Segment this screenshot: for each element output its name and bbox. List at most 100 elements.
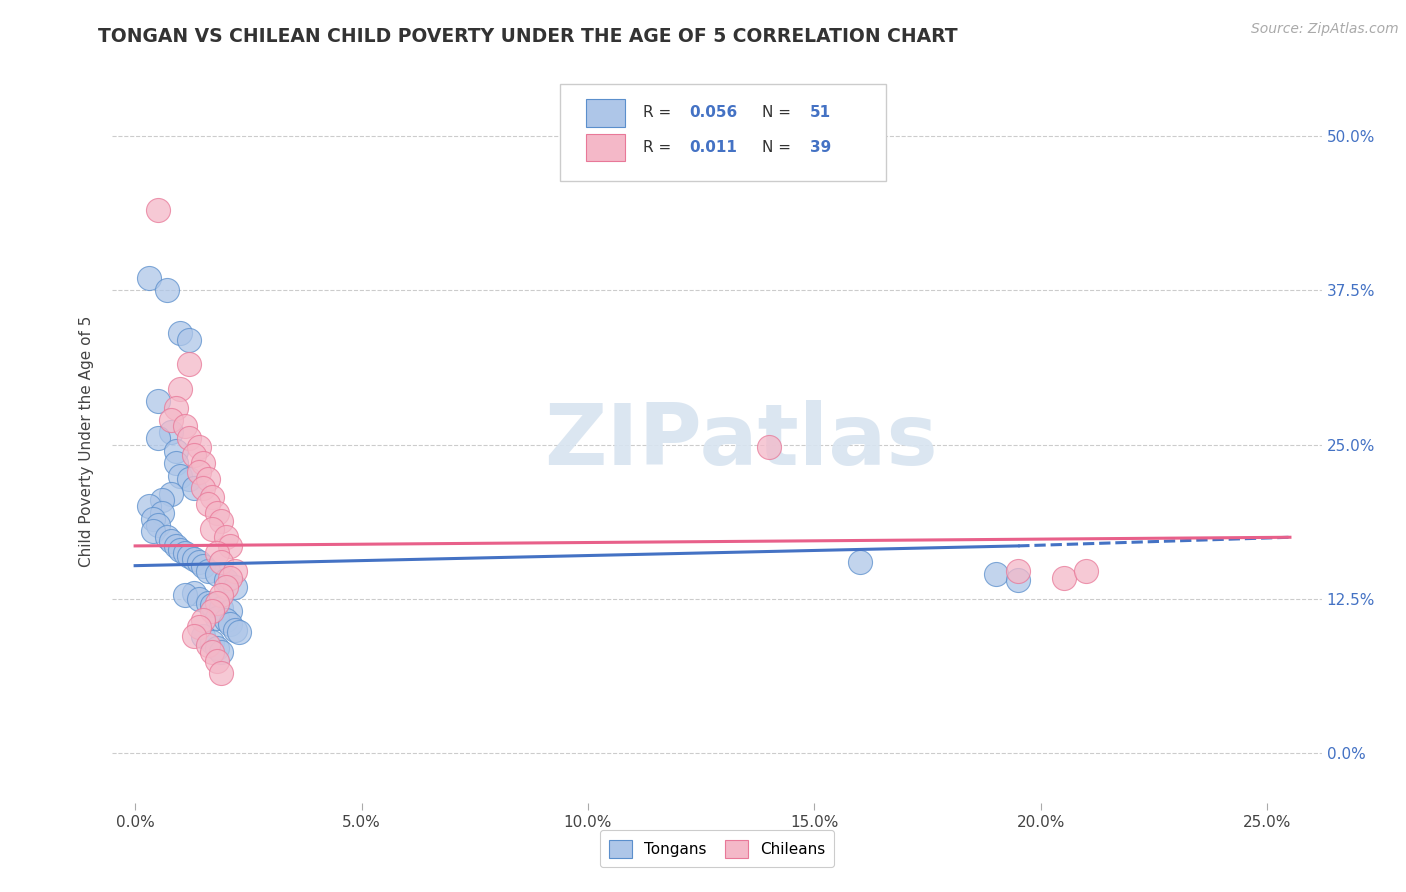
FancyBboxPatch shape xyxy=(586,134,626,161)
Point xyxy=(169,542,191,557)
Point xyxy=(197,638,219,652)
Point xyxy=(209,666,232,681)
Point xyxy=(219,604,242,618)
Text: R =: R = xyxy=(644,140,676,155)
Point xyxy=(219,571,242,585)
Point xyxy=(174,419,197,434)
Text: 39: 39 xyxy=(810,140,831,155)
Point xyxy=(165,401,187,415)
Point xyxy=(183,586,205,600)
Point xyxy=(191,558,214,573)
Point xyxy=(209,645,232,659)
Point xyxy=(201,604,224,618)
Point xyxy=(187,555,209,569)
Point xyxy=(183,552,205,566)
Point xyxy=(160,487,183,501)
Point xyxy=(205,596,228,610)
Point xyxy=(848,555,870,569)
Point xyxy=(146,394,169,409)
Point xyxy=(138,271,160,285)
Point xyxy=(191,481,214,495)
Point xyxy=(156,530,179,544)
Point xyxy=(165,443,187,458)
Point xyxy=(215,530,238,544)
Text: N =: N = xyxy=(762,140,796,155)
Point xyxy=(150,506,173,520)
Point xyxy=(228,625,250,640)
Point xyxy=(191,613,214,627)
Point xyxy=(169,468,191,483)
Point xyxy=(169,326,191,341)
Point xyxy=(201,490,224,504)
Text: 0.056: 0.056 xyxy=(689,105,738,120)
Point xyxy=(209,555,232,569)
Point xyxy=(179,549,201,563)
Point xyxy=(984,567,1007,582)
Point xyxy=(224,623,246,637)
Point xyxy=(1076,564,1098,578)
Point xyxy=(224,580,246,594)
Point xyxy=(209,514,232,528)
Point xyxy=(183,448,205,462)
Point xyxy=(215,613,238,627)
Point xyxy=(201,598,224,612)
Text: N =: N = xyxy=(762,105,796,120)
Point xyxy=(205,567,228,582)
Point xyxy=(165,539,187,553)
Point xyxy=(1007,564,1029,578)
Point xyxy=(205,546,228,560)
Point xyxy=(179,472,201,486)
Point xyxy=(156,283,179,297)
Point xyxy=(209,588,232,602)
FancyBboxPatch shape xyxy=(586,99,626,127)
Point xyxy=(146,517,169,532)
Point xyxy=(174,546,197,560)
Point xyxy=(197,564,219,578)
Text: 51: 51 xyxy=(810,105,831,120)
Text: TONGAN VS CHILEAN CHILD POVERTY UNDER THE AGE OF 5 CORRELATION CHART: TONGAN VS CHILEAN CHILD POVERTY UNDER TH… xyxy=(98,27,957,45)
Legend: Tongans, Chileans: Tongans, Chileans xyxy=(600,830,834,867)
Point xyxy=(205,654,228,668)
Point xyxy=(191,456,214,470)
Point xyxy=(179,432,201,446)
Y-axis label: Child Poverty Under the Age of 5: Child Poverty Under the Age of 5 xyxy=(79,316,94,567)
Point xyxy=(160,413,183,427)
Point xyxy=(174,588,197,602)
Point xyxy=(215,574,238,588)
Point xyxy=(191,629,214,643)
Point xyxy=(183,629,205,643)
Point xyxy=(197,472,219,486)
Point xyxy=(146,432,169,446)
Point xyxy=(205,641,228,656)
Point xyxy=(146,202,169,217)
Text: ZIPatlas: ZIPatlas xyxy=(544,400,938,483)
Point xyxy=(187,440,209,454)
Text: R =: R = xyxy=(644,105,676,120)
Point xyxy=(187,465,209,479)
Point xyxy=(197,596,219,610)
Point xyxy=(224,564,246,578)
Point xyxy=(183,481,205,495)
Point xyxy=(179,333,201,347)
Text: 0.011: 0.011 xyxy=(689,140,737,155)
Point xyxy=(160,533,183,548)
Point xyxy=(1007,574,1029,588)
Text: Source: ZipAtlas.com: Source: ZipAtlas.com xyxy=(1251,22,1399,37)
Point xyxy=(1052,571,1074,585)
Point xyxy=(205,610,228,624)
Point xyxy=(169,382,191,396)
Point xyxy=(201,522,224,536)
Point xyxy=(215,580,238,594)
Point xyxy=(187,620,209,634)
Point xyxy=(142,524,165,538)
Point xyxy=(197,497,219,511)
Point xyxy=(201,635,224,649)
Point xyxy=(165,456,187,470)
Point xyxy=(209,600,232,615)
Point xyxy=(219,616,242,631)
Point xyxy=(179,357,201,371)
Point xyxy=(150,493,173,508)
Point xyxy=(758,440,780,454)
Point xyxy=(138,500,160,514)
FancyBboxPatch shape xyxy=(560,84,886,181)
